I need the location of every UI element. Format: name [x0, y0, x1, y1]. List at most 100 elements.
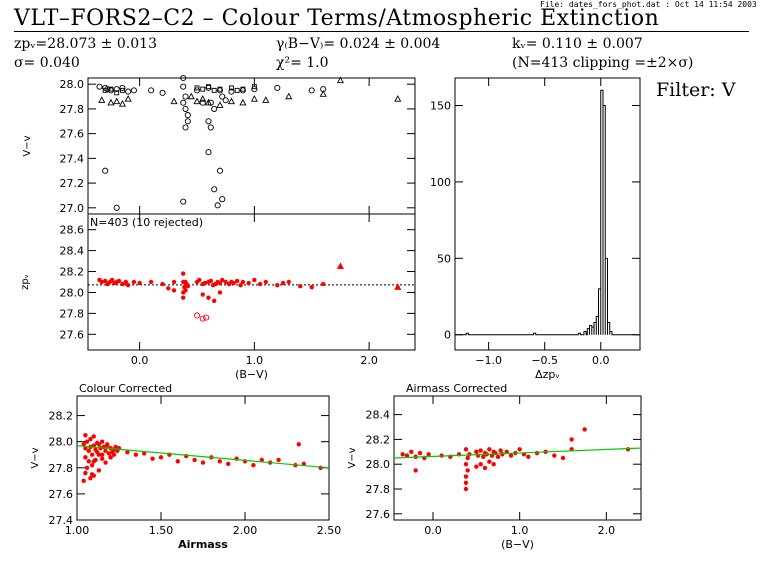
y-tick-label: 28.2 [49, 410, 74, 423]
data-point [184, 112, 191, 119]
data-point [100, 452, 105, 457]
data-point [417, 450, 423, 456]
data-point [206, 84, 211, 90]
data-point [400, 452, 405, 457]
data-point [463, 447, 469, 452]
data-point [211, 186, 218, 193]
data-point [193, 312, 201, 319]
x-axis-label: (B−V) [235, 368, 268, 381]
plot-frame [454, 77, 641, 351]
data-point [296, 442, 301, 447]
data-point [102, 167, 109, 174]
x-axis-label: (B−V) [501, 538, 534, 551]
data-point [131, 279, 137, 285]
data-point [309, 285, 314, 290]
data-point [463, 474, 469, 479]
data-point [217, 86, 223, 92]
data-point [216, 101, 224, 108]
data-point [199, 315, 206, 322]
data-point [206, 295, 211, 300]
data-point [103, 448, 108, 454]
y-tick-label: 27.6 [366, 508, 391, 521]
data-point [103, 460, 108, 465]
data-point [125, 449, 130, 455]
data-point [84, 439, 90, 444]
data-point [187, 92, 195, 100]
data-point [192, 457, 197, 463]
data-point [212, 298, 217, 304]
data-point [413, 468, 418, 473]
chart-histogram: 150 100 50 0 −1.0 −0.5 0.0 Δzpᵥ [430, 77, 641, 381]
x-tick-label: 0.0 [131, 354, 149, 367]
data-point [251, 462, 256, 468]
data-point [463, 486, 469, 492]
data-point [89, 452, 95, 457]
data-point [125, 282, 131, 288]
x-tick-label: 2.0 [598, 524, 616, 537]
data-point [257, 281, 263, 287]
data-point [228, 88, 235, 95]
data-point [208, 278, 213, 284]
data-point [88, 476, 93, 481]
data-point [160, 281, 165, 287]
data-point [182, 124, 189, 131]
extinction-value: kᵥ= 0.110 ± 0.007 [512, 36, 643, 52]
data-point [91, 473, 97, 478]
data-point [205, 84, 212, 91]
data-point [175, 459, 180, 464]
data-point [81, 478, 86, 484]
data-point [217, 290, 223, 295]
y-axis-label: V−v [347, 447, 358, 468]
data-point [465, 455, 470, 461]
y-tick-label: 27.8 [366, 483, 391, 496]
data-point [199, 99, 206, 106]
data-point [124, 95, 132, 102]
data-point [113, 86, 120, 93]
y-axis-label: V−v [30, 447, 41, 468]
data-point [166, 286, 171, 291]
y-axis-label: V−v [22, 135, 33, 156]
data-point [286, 279, 291, 285]
colour-term-value: γ₍B−V₎= 0.024 ± 0.004 [276, 36, 441, 52]
data-point [103, 278, 108, 284]
data-point [116, 278, 122, 284]
data-point [582, 427, 587, 432]
x-tick-label: 1.50 [149, 524, 174, 537]
data-point [159, 89, 166, 96]
data-point [113, 204, 120, 211]
y-tick-label: 27.8 [60, 103, 85, 116]
data-point [83, 470, 88, 476]
data-point [200, 86, 206, 92]
data-point [552, 453, 557, 458]
chart-zp-vs-colour: 28.6 28.4 28.2 28.0 27.8 27.6 0.0 1.0 2.0 N=403 (… [20, 213, 416, 381]
y-tick-label: 28.0 [366, 458, 391, 471]
data-point [487, 447, 492, 452]
y-tick-label: 150 [430, 100, 451, 113]
filter-label: Filter: V [656, 79, 736, 101]
data-point [478, 448, 483, 453]
y-tick-label: 28.0 [60, 286, 85, 299]
data-point [246, 280, 251, 286]
data-point [182, 93, 189, 100]
data-point [203, 314, 210, 321]
data-point [263, 279, 269, 285]
data-point [180, 83, 187, 90]
y-tick-label: 27.4 [49, 514, 74, 527]
data-point [285, 92, 293, 100]
data-point [207, 124, 214, 131]
data-point [487, 459, 492, 464]
data-point [211, 87, 217, 93]
data-point [463, 480, 469, 485]
data-point [498, 448, 503, 453]
data-point [184, 118, 191, 125]
data-point [239, 98, 247, 106]
data-point [89, 462, 95, 468]
data-point [409, 449, 414, 454]
file-note: File: dates_fors_phot.dat : Oct 14 11:54… [540, 0, 757, 9]
data-point [336, 76, 344, 84]
data-point [234, 278, 240, 284]
data-point [308, 87, 315, 94]
data-point [99, 279, 104, 285]
data-point [394, 95, 402, 102]
data-point [251, 84, 257, 90]
